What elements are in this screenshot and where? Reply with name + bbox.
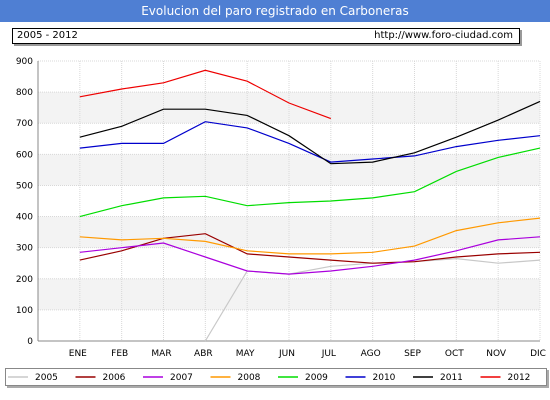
x-tick-label: MAY <box>236 349 255 359</box>
y-tick-label: 300 <box>16 244 33 254</box>
y-tick-label: 200 <box>16 275 33 285</box>
series-line-2012 <box>79 69 332 120</box>
period-label: 2005 - 2012 <box>17 30 78 41</box>
y-tick-label: 900 <box>16 57 33 67</box>
x-tick-label: DIC <box>530 349 546 359</box>
y-tick-label: 400 <box>16 213 33 223</box>
series-line-2011 <box>79 100 541 165</box>
x-tick-label: JUN <box>278 349 295 359</box>
x-tick-label: MAR <box>151 349 171 359</box>
x-tick-label: ABR <box>194 349 213 359</box>
legend <box>5 368 547 386</box>
y-tick-label: 600 <box>16 150 33 160</box>
x-tick-label: SEP <box>404 349 421 359</box>
info-bar: 2005 - 2012 http://www.foro-ciudad.com <box>12 28 520 44</box>
x-tick-label: ENE <box>69 349 87 359</box>
x-tick-label: OCT <box>445 349 464 359</box>
series-line-2007 <box>79 236 541 275</box>
series-line-2006 <box>79 233 541 264</box>
chart-title: Evolucion del paro registrado en Carbone… <box>0 0 550 22</box>
series-line-2009 <box>79 147 541 218</box>
y-tick-label: 500 <box>16 181 33 191</box>
series-line-2010 <box>79 121 541 163</box>
x-tick-label: NOV <box>486 349 507 359</box>
series-line-2008 <box>79 217 541 255</box>
y-tick-label: 800 <box>16 88 33 98</box>
x-tick-label: AGO <box>361 349 381 359</box>
y-tick-label: 100 <box>16 306 33 316</box>
x-tick-label: FEB <box>111 349 128 359</box>
y-tick-label: 0 <box>27 337 33 347</box>
source-url: http://www.foro-ciudad.com <box>374 30 513 41</box>
y-tick-label: 700 <box>16 119 33 129</box>
x-tick-label: JUL <box>321 349 336 359</box>
